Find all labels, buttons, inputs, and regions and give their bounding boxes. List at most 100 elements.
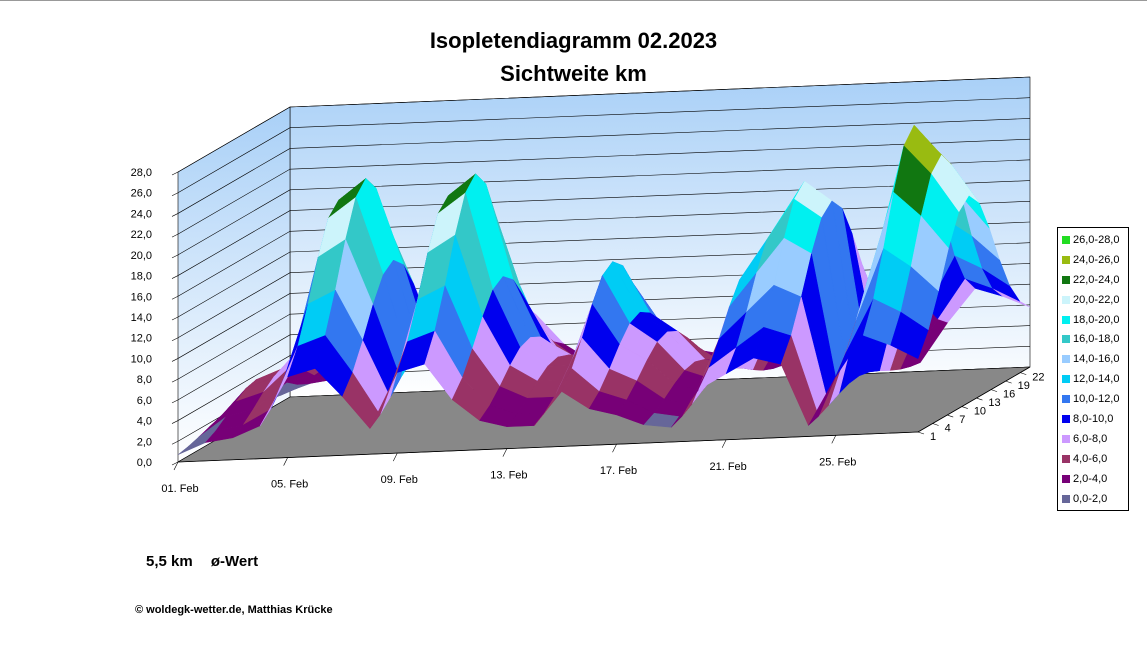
legend-item: 24,0-26,0 — [1058, 250, 1128, 270]
y-tick-label: 1 — [930, 431, 936, 443]
z-tick-label: 8,0 — [137, 374, 152, 386]
y-tick-label: 19 — [1018, 380, 1030, 392]
z-tick-mark — [171, 296, 179, 300]
legend-item: 10,0-12,0 — [1058, 389, 1128, 409]
x-tick-label: 21. Feb — [709, 461, 746, 473]
legend-swatch — [1062, 414, 1070, 423]
legend-label: 24,0-26,0 — [1073, 253, 1120, 266]
y-tick-mark — [976, 397, 983, 401]
legend-swatch — [1062, 295, 1070, 304]
y-tick-mark — [1020, 372, 1027, 375]
legend-item: 26,0-28,0 — [1058, 230, 1128, 250]
surface-patch — [890, 311, 929, 360]
legend-item: 6,0-8,0 — [1058, 429, 1128, 449]
x-tick-mark — [831, 435, 837, 444]
legend-label: 4,0-6,0 — [1073, 452, 1108, 465]
legend-label: 12,0-14,0 — [1073, 373, 1120, 386]
gridline — [177, 180, 1031, 276]
z-tick-label: 16,0 — [131, 291, 152, 303]
legend-label: 16,0-18,0 — [1073, 333, 1120, 346]
y-tick-mark — [990, 389, 998, 392]
legend-label: 8,0-10,0 — [1073, 412, 1114, 425]
z-tick-label: 26,0 — [131, 188, 152, 200]
legend-swatch — [1062, 454, 1070, 463]
legend-swatch — [1062, 355, 1070, 364]
x-axis-line — [177, 431, 919, 463]
y-tick-label: 13 — [988, 397, 1000, 409]
z-tick-label: 10,0 — [131, 353, 152, 365]
legend-swatch — [1062, 315, 1070, 324]
z-tick-mark — [171, 316, 179, 321]
legend-item: 18,0-20,0 — [1058, 310, 1128, 330]
average-value: 5,5 km ø-Wert — [146, 553, 258, 570]
y-tick-label: 4 — [945, 423, 951, 435]
y-tick-label: 22 — [1032, 372, 1044, 384]
legend-label: 2,0-4,0 — [1073, 472, 1108, 485]
z-tick-label: 6,0 — [137, 395, 152, 407]
legend-swatch — [1062, 235, 1070, 244]
legend-label: 14,0-16,0 — [1073, 353, 1120, 366]
average-label: ø-Wert — [210, 553, 259, 570]
x-tick-mark — [392, 452, 398, 462]
x-tick-mark — [721, 439, 727, 448]
z-tick-mark — [171, 192, 179, 196]
z-tick-label: 22,0 — [131, 229, 152, 241]
legend-swatch — [1062, 474, 1070, 483]
legend-swatch — [1062, 375, 1070, 384]
legend-item: 16,0-18,0 — [1058, 329, 1128, 349]
y-tick-label: 10 — [974, 406, 986, 418]
z-tick-label: 24,0 — [131, 208, 152, 220]
gridline — [177, 97, 1031, 193]
legend-item: 12,0-14,0 — [1058, 369, 1128, 389]
x-tick-label: 01. Feb — [161, 483, 198, 495]
z-tick-mark — [171, 378, 179, 383]
gridline — [177, 159, 1031, 256]
x-tick-label: 25. Feb — [819, 456, 856, 468]
legend-label: 0,0-2,0 — [1073, 492, 1108, 505]
z-tick-mark — [171, 399, 179, 404]
z-tick-label: 0,0 — [137, 457, 152, 469]
legend-swatch — [1062, 434, 1070, 443]
chart-title: Isopletendiagramm 02.2023 — [429, 28, 718, 53]
x-tick-label: 13. Feb — [490, 470, 527, 482]
legend-label: 20,0-22,0 — [1073, 293, 1120, 306]
legend-item: 2,0-4,0 — [1058, 469, 1128, 489]
average-number: 5,5 km — [146, 553, 193, 570]
x-tick-mark — [502, 448, 508, 457]
legend-swatch — [1062, 335, 1070, 344]
gridline — [177, 200, 1031, 297]
z-tick-mark — [171, 461, 179, 466]
legend-item: 22,0-24,0 — [1058, 270, 1128, 290]
x-tick-mark — [283, 457, 288, 466]
y-axis-line — [917, 366, 1031, 433]
legend-item: 4,0-6,0 — [1058, 449, 1128, 469]
z-tick-label: 12,0 — [131, 333, 152, 345]
x-tick-label: 05. Feb — [271, 479, 308, 491]
chart-subtitle: Sichtweite km — [500, 61, 647, 86]
gridline — [177, 76, 1031, 173]
x-tick-mark — [612, 444, 617, 453]
z-tick-mark — [171, 275, 179, 279]
y-tick-mark — [917, 431, 925, 435]
gridline — [177, 118, 1031, 214]
legend-item: 8,0-10,0 — [1058, 409, 1128, 429]
legend-swatch — [1062, 395, 1070, 404]
top-border — [0, 0, 1147, 1]
x-tick-label: 17. Feb — [600, 465, 637, 477]
z-tick-label: 28,0 — [131, 167, 152, 179]
copyright-text: © woldegk-wetter.de, Matthias Krücke — [135, 604, 333, 616]
gridline — [177, 138, 1031, 235]
legend-swatch — [1062, 494, 1070, 503]
z-tick-mark — [171, 254, 179, 259]
legend-label: 10,0-12,0 — [1073, 393, 1120, 406]
legend-swatch — [1062, 255, 1070, 264]
z-tick-mark — [171, 213, 179, 217]
z-tick-mark — [171, 358, 179, 362]
z-tick-label: 20,0 — [131, 250, 152, 262]
legend-swatch — [1062, 275, 1070, 284]
z-tick-mark — [171, 233, 179, 238]
legend-label: 18,0-20,0 — [1073, 313, 1120, 326]
z-tick-label: 2,0 — [137, 436, 152, 448]
